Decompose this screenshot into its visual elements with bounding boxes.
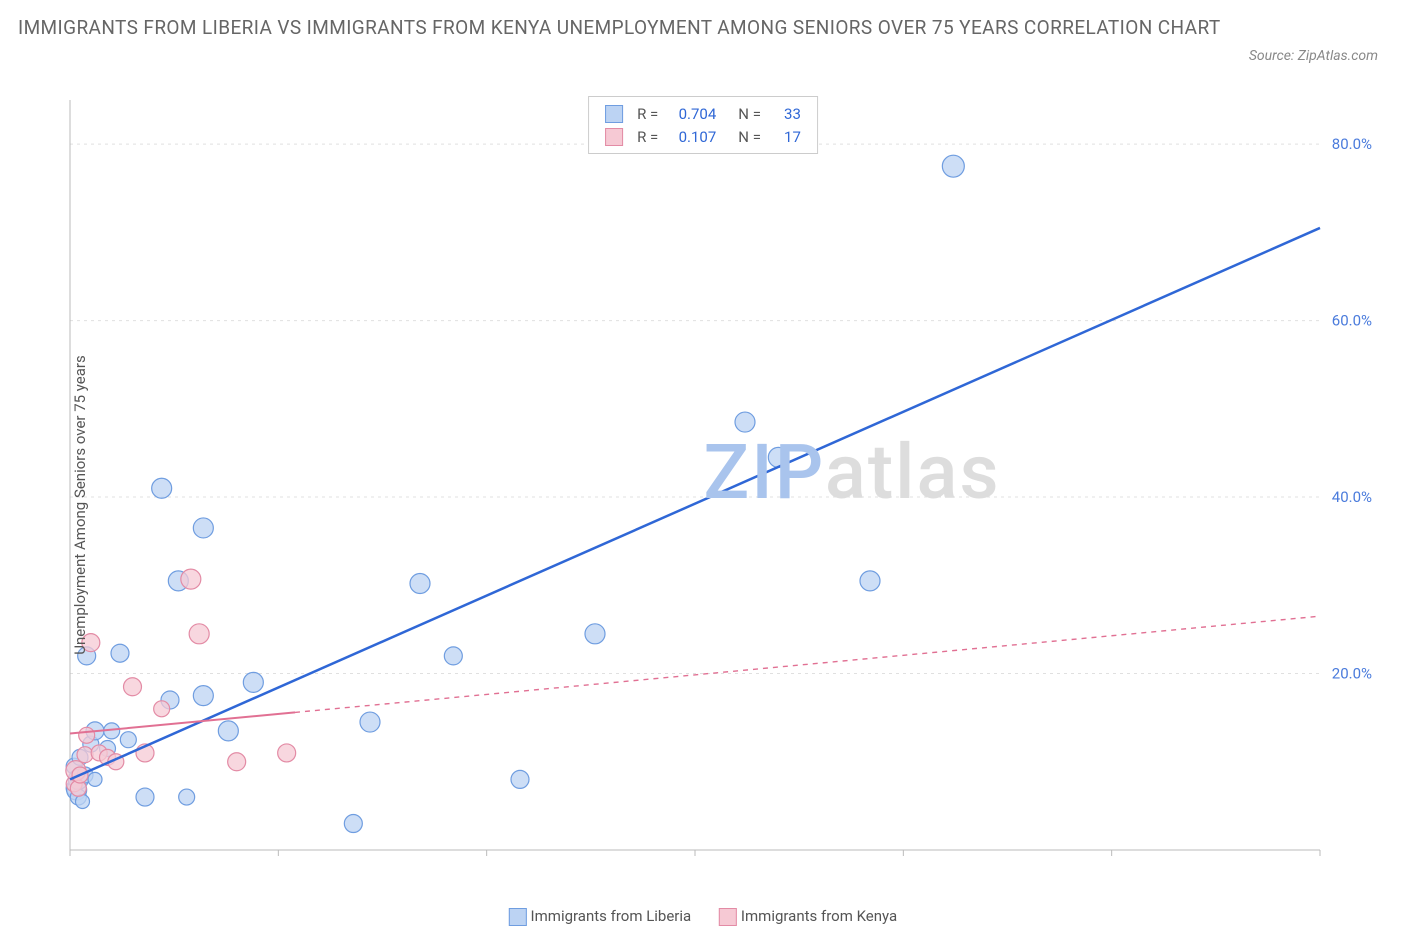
svg-text:20.0%: 20.0% [1332,665,1372,683]
y-axis-label: Unemployment Among Seniors over 75 years [71,355,89,654]
chart-container: IMMIGRANTS FROM LIBERIA VS IMMIGRANTS FR… [0,0,1406,930]
plot-area: 20.0% 40.0% 60.0% 80.0% [60,90,1380,880]
svg-text:60.0%: 60.0% [1332,312,1372,330]
svg-text:40.0%: 40.0% [1332,488,1372,506]
correlation-legend: R =0.704N =33R =0.107N =17 [588,96,818,154]
footer-legend: Immigrants from Liberia Immigrants from … [495,907,911,926]
page-title: IMMIGRANTS FROM LIBERIA VS IMMIGRANTS FR… [18,12,1246,44]
scatter-chart: Unemployment Among Seniors over 75 years… [60,90,1380,920]
svg-text:80.0%: 80.0% [1332,135,1372,153]
source-credit: Source: ZipAtlas.com [1249,48,1378,64]
